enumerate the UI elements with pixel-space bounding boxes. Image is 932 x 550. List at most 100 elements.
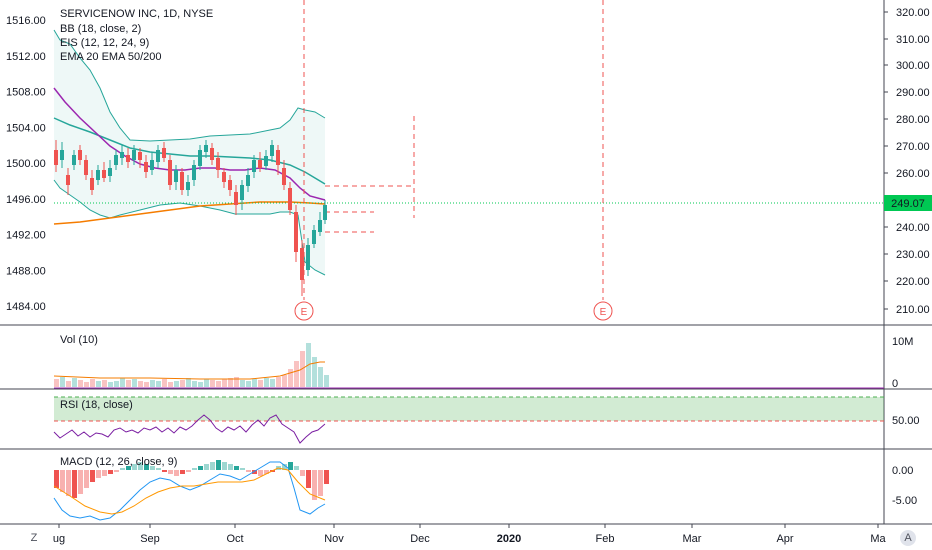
volume-bar bbox=[228, 378, 233, 387]
candle-body bbox=[156, 150, 160, 162]
volume-bar bbox=[84, 382, 89, 387]
candle-body bbox=[216, 158, 220, 170]
right-scale-tick: 310.00 bbox=[896, 34, 930, 46]
candle-body bbox=[66, 175, 70, 185]
candle-body bbox=[222, 172, 226, 182]
macd-histogram-bar bbox=[174, 470, 179, 476]
macd-histogram-bar bbox=[126, 466, 131, 470]
volume-bar bbox=[150, 380, 155, 387]
macd-histogram-bar bbox=[300, 470, 305, 476]
candle-body bbox=[240, 185, 244, 200]
volume-scale-high: 10M bbox=[892, 336, 913, 348]
volume-legend: Vol (10) bbox=[60, 334, 98, 346]
right-price-scale[interactable]: 320.00 310.00 300.00 290.00 280.00 270.00 260.… bbox=[884, 7, 930, 316]
macd-histogram-bar bbox=[120, 468, 125, 470]
candle-body bbox=[323, 205, 327, 220]
left-scale-tick: 1516.00 bbox=[6, 15, 46, 27]
time-axis-label: Dec bbox=[410, 533, 430, 545]
auto-scale-button[interactable]: A bbox=[900, 530, 916, 546]
volume-bar bbox=[234, 377, 239, 387]
candle-body bbox=[120, 152, 124, 158]
candle-body bbox=[78, 150, 82, 160]
volume-bar bbox=[264, 378, 269, 387]
candle-body bbox=[258, 160, 262, 168]
candle-body bbox=[162, 148, 166, 158]
candle-body bbox=[276, 150, 280, 165]
candle-body bbox=[306, 245, 310, 270]
bollinger-band-fill bbox=[54, 30, 325, 275]
macd-histogram-bar bbox=[168, 470, 173, 474]
eis-legend: EIS (12, 12, 24, 9) bbox=[60, 37, 149, 49]
volume-bar bbox=[186, 378, 191, 387]
macd-histogram-bar bbox=[156, 468, 161, 470]
ema-200-line bbox=[53, 201, 326, 225]
volume-bar bbox=[132, 379, 137, 387]
macd-histogram-bar bbox=[138, 462, 143, 470]
macd-pane[interactable]: MACD (12, 26, close, 9) 0.00 -5.00 bbox=[53, 456, 917, 521]
macd-histogram bbox=[54, 460, 329, 500]
macd-histogram-bar bbox=[246, 470, 251, 472]
volume-bar bbox=[66, 381, 71, 387]
volume-bar bbox=[174, 381, 179, 387]
volume-bar bbox=[192, 381, 197, 387]
main-pane[interactable] bbox=[0, 0, 932, 525]
candle-body bbox=[108, 168, 112, 176]
rsi-scale-50: 50.00 bbox=[892, 415, 920, 427]
volume-bar bbox=[78, 380, 83, 387]
rsi-line bbox=[53, 414, 326, 444]
svg-text:E: E bbox=[301, 307, 308, 318]
volume-bar bbox=[282, 375, 287, 387]
left-scale-tick: 1504.00 bbox=[6, 122, 46, 134]
macd-histogram-bar bbox=[162, 470, 167, 472]
candle-body bbox=[114, 155, 118, 165]
time-axis[interactable]: ug Sep Oct Nov Dec 2020 Feb Mar Apr Ma bbox=[53, 524, 887, 545]
macd-histogram-bar bbox=[192, 468, 197, 470]
legend: SERVICENOW INC, 1D, NYSE BB (18, close, … bbox=[60, 8, 213, 63]
macd-histogram-bar bbox=[216, 460, 221, 470]
candle-body bbox=[318, 220, 322, 232]
left-scale-tick: 1512.00 bbox=[6, 51, 46, 63]
macd-histogram-bar bbox=[84, 470, 89, 488]
macd-histogram-bar bbox=[204, 464, 209, 470]
rsi-overbought-zone bbox=[54, 397, 884, 421]
candle-body bbox=[72, 155, 76, 165]
volume-bar bbox=[270, 379, 275, 387]
bollinger-upper bbox=[53, 29, 326, 142]
volume-bar bbox=[156, 381, 161, 387]
candle-body bbox=[180, 172, 184, 190]
macd-histogram-bar bbox=[144, 464, 149, 470]
candle-body bbox=[132, 150, 136, 160]
symbol-title: SERVICENOW INC, 1D, NYSE bbox=[60, 8, 213, 20]
macd-histogram-bar bbox=[198, 466, 203, 470]
candle-body bbox=[126, 155, 130, 162]
macd-histogram-bar bbox=[324, 470, 329, 484]
volume-pane[interactable]: Vol (10) 10M 0 bbox=[53, 334, 913, 390]
macd-histogram-bar bbox=[282, 464, 287, 470]
volume-bar bbox=[312, 357, 317, 387]
macd-histogram-bar bbox=[306, 470, 311, 488]
candle-body bbox=[300, 248, 304, 280]
projection-drawing[interactable] bbox=[303, 0, 604, 300]
svg-text:E: E bbox=[600, 307, 607, 318]
right-scale-tick: 230.00 bbox=[896, 249, 930, 261]
earnings-marker[interactable]: E bbox=[593, 301, 613, 321]
left-price-scale[interactable]: 1516.00 1512.00 1508.00 1504.00 1500.00 1496.… bbox=[6, 15, 46, 313]
right-scale-tick: 270.00 bbox=[896, 141, 930, 153]
timezone-button[interactable]: Z bbox=[30, 532, 38, 544]
macd-histogram-bar bbox=[228, 464, 233, 470]
left-scale-tick: 1488.00 bbox=[6, 265, 46, 277]
left-scale-tick: 1496.00 bbox=[6, 194, 46, 206]
time-axis-label: Mar bbox=[683, 533, 702, 545]
time-axis-label: ug bbox=[53, 533, 65, 545]
rsi-pane[interactable]: RSI (18, close) 50.00 bbox=[53, 396, 920, 444]
macd-histogram-bar bbox=[60, 470, 65, 492]
volume-bar bbox=[108, 382, 113, 387]
left-scale-tick: 1500.00 bbox=[6, 158, 46, 170]
volume-bar bbox=[288, 369, 293, 387]
earnings-marker[interactable]: E bbox=[294, 301, 314, 321]
volume-bar bbox=[144, 382, 149, 387]
volume-bar bbox=[216, 381, 221, 387]
volume-ma-line bbox=[53, 361, 325, 380]
macd-scale-minus5: -5.00 bbox=[892, 495, 917, 507]
